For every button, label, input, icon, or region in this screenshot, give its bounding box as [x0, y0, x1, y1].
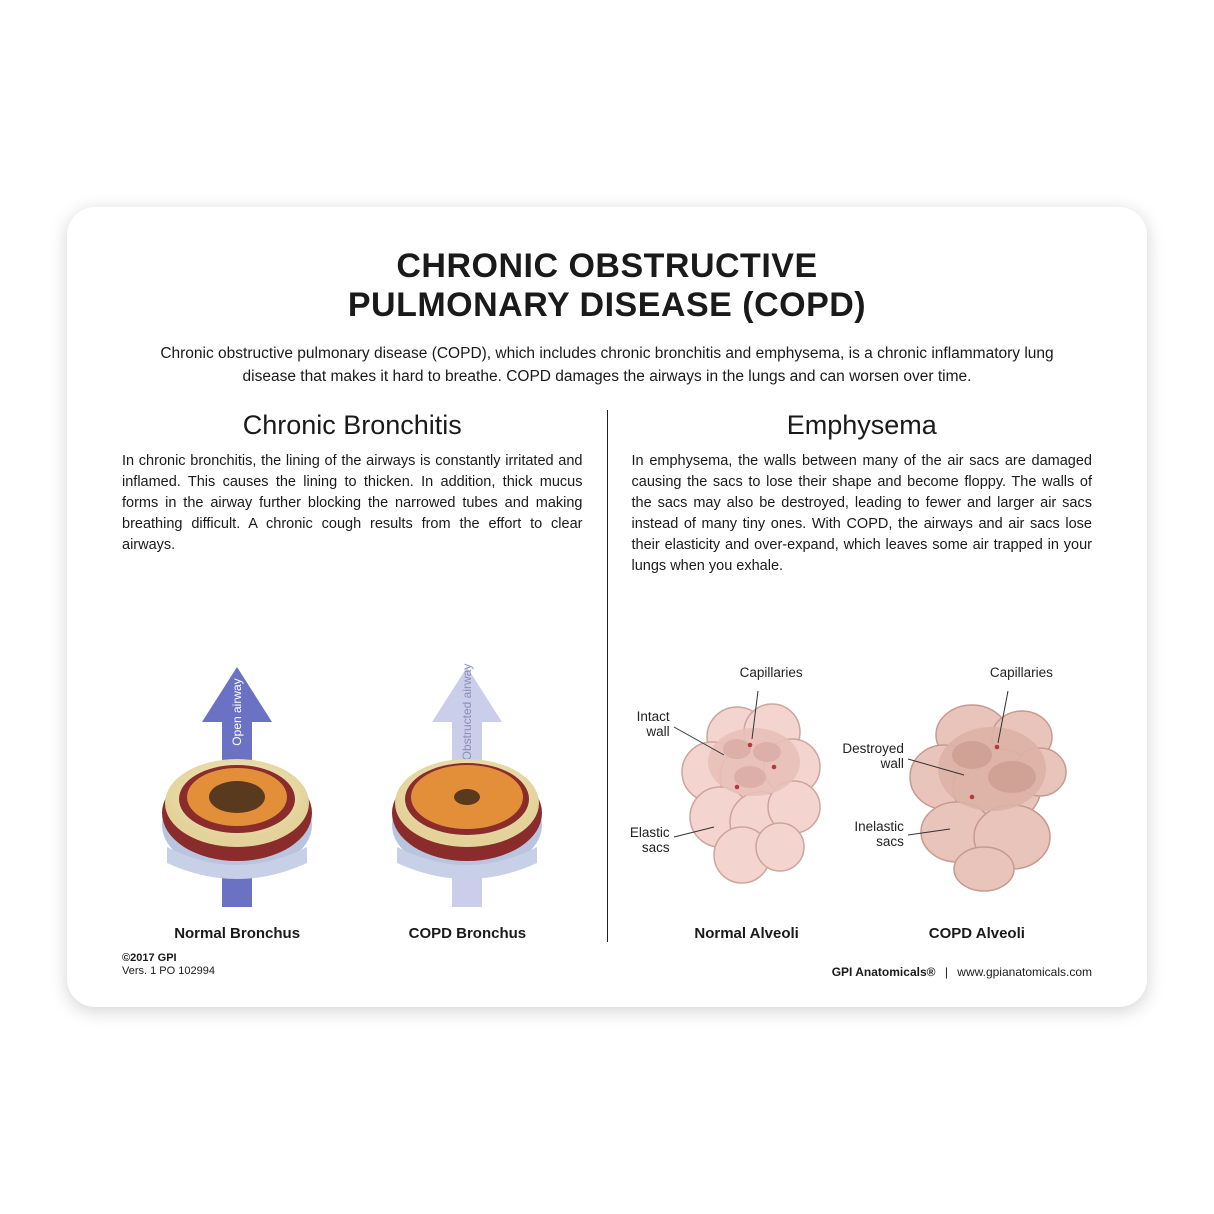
- footer-left: ©2017 GPI Vers. 1 PO 102994: [122, 952, 215, 980]
- heading-emphysema: Emphysema: [632, 410, 1093, 441]
- intro-text: Chronic obstructive pulmonary disease (C…: [157, 343, 1057, 388]
- title-line-1: CHRONIC OBSTRUCTIVE: [396, 247, 817, 285]
- caption-copd-bronchus: COPD Bronchus: [409, 925, 527, 942]
- col-bronchitis: Chronic Bronchitis In chronic bronchitis…: [122, 410, 607, 941]
- brand-url: www.gpianatomicals.com: [957, 965, 1092, 979]
- normal-bronchus-icon: [157, 755, 317, 885]
- copd-bronchus-icon: [387, 755, 547, 885]
- bronchus-figures: Open airway: [122, 576, 583, 941]
- page-title: CHRONIC OBSTRUCTIVE PULMONARY DISEASE (C…: [122, 247, 1092, 325]
- arrow-label-open: Open airway: [230, 678, 244, 745]
- footer-right: GPI Anatomicals® | www.gpianatomicals.co…: [832, 965, 1092, 979]
- footer: ©2017 GPI Vers. 1 PO 102994 GPI Anatomic…: [122, 952, 1092, 980]
- fig-copd-alveoli: Capillaries Destroyedwall Inelasticsacs: [862, 667, 1092, 942]
- arrow-label-obstructed: Obstructed airway: [460, 663, 474, 760]
- col-emphysema: Emphysema In emphysema, the walls betwee…: [607, 410, 1093, 941]
- body-emphysema: In emphysema, the walls between many of …: [632, 451, 1093, 577]
- copd-alveoli-icon: [872, 677, 1082, 907]
- columns: Chronic Bronchitis In chronic bronchitis…: [122, 410, 1092, 941]
- body-bronchitis: In chronic bronchitis, the lining of the…: [122, 451, 583, 556]
- title-line-2: PULMONARY DISEASE (COPD): [348, 286, 866, 324]
- version: Vers. 1 PO 102994: [122, 965, 215, 979]
- heading-bronchitis: Chronic Bronchitis: [122, 410, 583, 441]
- info-card: CHRONIC OBSTRUCTIVE PULMONARY DISEASE (C…: [67, 207, 1147, 1007]
- fig-normal-bronchus: Open airway: [122, 667, 352, 942]
- brand: GPI Anatomicals®: [832, 965, 936, 979]
- copyright: ©2017 GPI: [122, 952, 177, 964]
- caption-normal-bronchus: Normal Bronchus: [174, 925, 300, 942]
- normal-alveoli-icon: [642, 677, 852, 907]
- caption-copd-alveoli: COPD Alveoli: [929, 925, 1025, 942]
- fig-normal-alveoli: Capillaries Intactwall Elasticsacs: [632, 667, 862, 942]
- footer-sep: |: [945, 965, 948, 979]
- alveoli-figures: Capillaries Intactwall Elasticsacs: [632, 597, 1093, 941]
- fig-copd-bronchus: Obstructed airway: [352, 667, 582, 942]
- caption-normal-alveoli: Normal Alveoli: [694, 925, 798, 942]
